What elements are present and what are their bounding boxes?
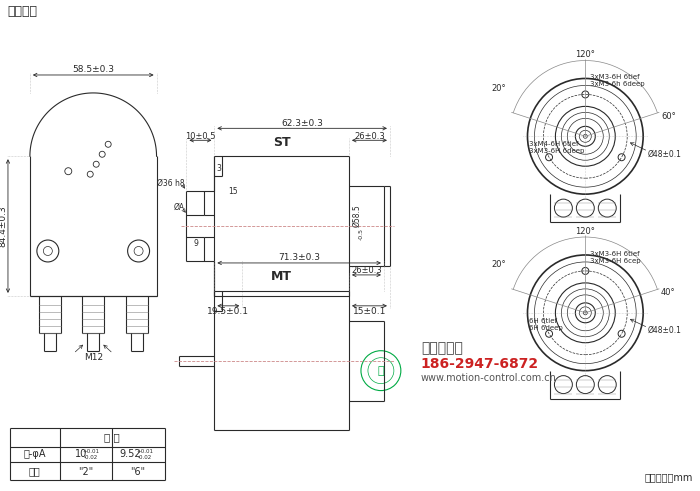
Text: 20°: 20° — [491, 84, 505, 93]
Text: "2": "2" — [78, 466, 93, 477]
Text: 西安德伍拓: 西安德伍拓 — [421, 341, 463, 355]
Text: -0.02: -0.02 — [137, 455, 152, 460]
Text: 120°: 120° — [575, 226, 595, 236]
Text: Ø58.5: Ø58.5 — [353, 205, 361, 227]
Text: 3xM4-6H 6tief: 3xM4-6H 6tief — [529, 141, 579, 147]
Text: 26±0.3: 26±0.3 — [354, 132, 385, 141]
Text: 6H 6tief: 6H 6tief — [529, 318, 557, 324]
Text: 轴-φA: 轴-φA — [24, 449, 46, 460]
Text: 60°: 60° — [661, 112, 676, 121]
Text: 夹紧法兰: 夹紧法兰 — [7, 5, 37, 18]
Text: 3xM3-6H 6tief: 3xM3-6H 6tief — [590, 75, 640, 81]
Text: 186-2947-6872: 186-2947-6872 — [421, 356, 539, 371]
Text: 19.5±0.1: 19.5±0.1 — [207, 307, 249, 316]
Text: 40°: 40° — [661, 288, 676, 298]
Text: 71.3±0.3: 71.3±0.3 — [278, 253, 320, 263]
Text: 3xM3-6H 6deep: 3xM3-6H 6deep — [529, 148, 585, 154]
Text: 尺寸单位：mm: 尺寸单位：mm — [645, 472, 693, 482]
Text: -0.5: -0.5 — [358, 228, 363, 240]
Text: Ø48±0.1: Ø48±0.1 — [648, 150, 682, 159]
Text: "6": "6" — [130, 466, 145, 477]
Text: +0.01: +0.01 — [136, 449, 153, 454]
Text: 26±0.3: 26±0.3 — [351, 267, 382, 275]
Text: www.motion-control.com.cn: www.motion-control.com.cn — [421, 373, 556, 382]
Text: 3xM3-6H 6tief: 3xM3-6H 6tief — [590, 251, 640, 257]
Text: 15±0.1: 15±0.1 — [353, 307, 386, 316]
Text: 20°: 20° — [491, 260, 505, 270]
Text: 9.52: 9.52 — [120, 449, 141, 460]
Text: +0.01: +0.01 — [82, 449, 99, 454]
Text: 84.4±0.3: 84.4±0.3 — [0, 205, 8, 247]
Text: 尺 寸: 尺 寸 — [104, 432, 120, 442]
Text: ØA: ØA — [174, 203, 185, 212]
Text: 3: 3 — [216, 164, 221, 173]
Text: 10: 10 — [75, 449, 87, 460]
Text: 120°: 120° — [575, 50, 595, 59]
Text: Ø36 h8: Ø36 h8 — [157, 179, 185, 188]
Text: 德: 德 — [377, 366, 384, 376]
Text: M12: M12 — [84, 353, 103, 362]
Text: 3xM3-6h 6deep: 3xM3-6h 6deep — [590, 82, 645, 87]
Text: 15: 15 — [228, 187, 238, 195]
Text: 6H 6deep: 6H 6deep — [529, 325, 564, 331]
Text: Ø48±0.1: Ø48±0.1 — [648, 326, 682, 335]
Text: MT: MT — [271, 271, 292, 283]
Text: 9: 9 — [194, 239, 199, 247]
Text: 58.5±0.3: 58.5±0.3 — [72, 65, 114, 75]
Text: 10±0.5: 10±0.5 — [186, 132, 216, 141]
Text: 3xM3-6H 6cep: 3xM3-6H 6cep — [590, 258, 641, 264]
Text: -0.02: -0.02 — [83, 455, 98, 460]
Text: 代码: 代码 — [29, 466, 41, 477]
Text: 62.3±0.3: 62.3±0.3 — [281, 119, 323, 128]
Text: ST: ST — [273, 136, 290, 149]
